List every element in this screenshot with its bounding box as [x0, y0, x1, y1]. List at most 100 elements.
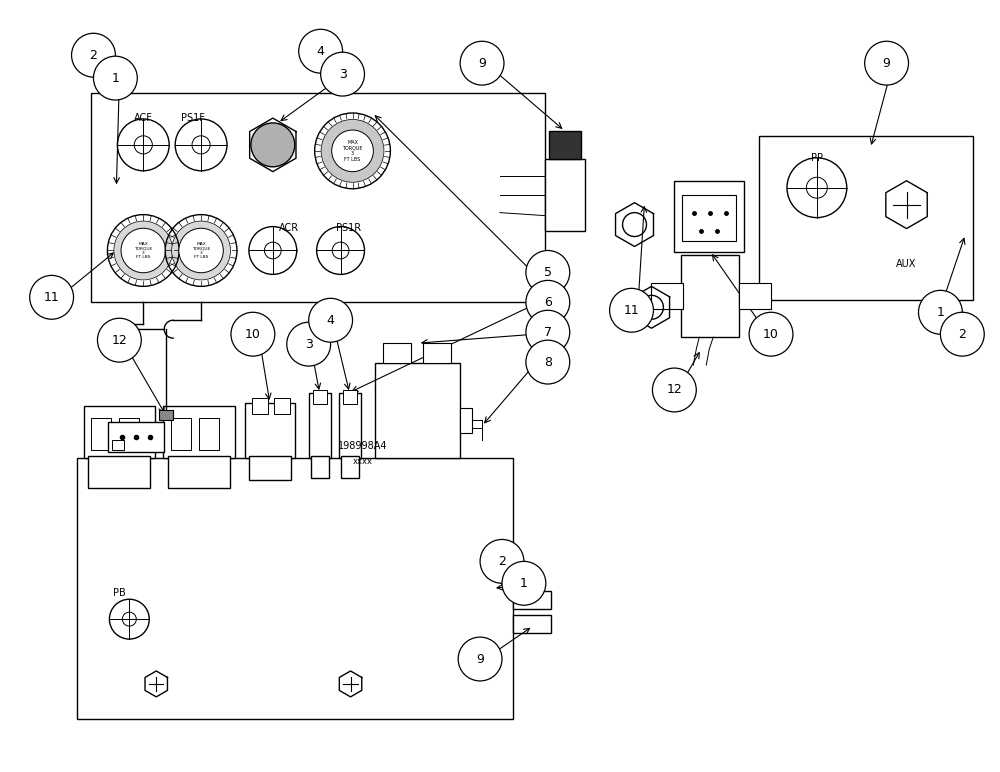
Text: 3: 3: [305, 337, 313, 350]
Text: 1: 1: [936, 306, 944, 319]
Circle shape: [121, 229, 166, 273]
Circle shape: [287, 322, 331, 366]
Text: 2: 2: [958, 327, 966, 340]
Text: 8: 8: [544, 356, 552, 368]
Bar: [549, 131, 581, 159]
Text: 12: 12: [111, 334, 127, 347]
Text: 11: 11: [624, 303, 639, 317]
Text: PS1F: PS1F: [181, 113, 205, 123]
Circle shape: [309, 298, 353, 342]
Bar: [682, 195, 736, 241]
Circle shape: [299, 29, 343, 73]
Circle shape: [610, 289, 653, 332]
Circle shape: [460, 41, 504, 85]
Circle shape: [940, 312, 984, 356]
Text: 1: 1: [520, 577, 528, 590]
Text: 2: 2: [90, 49, 97, 62]
Circle shape: [526, 250, 570, 294]
Circle shape: [93, 56, 137, 100]
Bar: [88, 455, 150, 488]
Circle shape: [30, 276, 74, 320]
Circle shape: [749, 312, 793, 356]
Text: 9: 9: [478, 56, 486, 69]
Text: 12: 12: [666, 384, 682, 397]
Text: xxxx: xxxx: [352, 457, 372, 466]
Circle shape: [321, 52, 364, 96]
Circle shape: [652, 368, 696, 412]
Bar: [249, 455, 291, 479]
Bar: [423, 344, 451, 363]
Text: ACR: ACR: [279, 222, 299, 232]
Circle shape: [179, 229, 223, 273]
Bar: [77, 458, 513, 719]
Bar: [252, 398, 268, 414]
Text: 3: 3: [339, 68, 347, 80]
Text: 6: 6: [544, 296, 552, 309]
Text: AUX: AUX: [896, 259, 917, 269]
Text: 1: 1: [111, 72, 119, 85]
Text: PS1R: PS1R: [336, 222, 361, 232]
Text: 4: 4: [317, 45, 325, 58]
Text: PP: PP: [811, 153, 823, 163]
Text: MAX
TORQUE
3
FT LBS: MAX TORQUE 3 FT LBS: [192, 242, 210, 259]
Circle shape: [97, 318, 141, 362]
Text: 9: 9: [883, 56, 891, 69]
Text: 5: 5: [544, 266, 552, 279]
Bar: [245, 403, 295, 458]
Bar: [651, 283, 683, 310]
Bar: [513, 591, 551, 609]
Text: 198998A4: 198998A4: [338, 441, 387, 451]
Bar: [309, 393, 331, 458]
Bar: [171, 418, 191, 450]
Circle shape: [526, 340, 570, 384]
Circle shape: [458, 637, 502, 681]
Circle shape: [865, 41, 909, 85]
Bar: [199, 418, 219, 450]
Bar: [163, 406, 235, 458]
Circle shape: [72, 33, 115, 77]
Circle shape: [231, 312, 275, 356]
Bar: [108, 422, 164, 452]
Bar: [383, 344, 411, 363]
Text: PB: PB: [113, 588, 126, 598]
Circle shape: [114, 221, 173, 280]
Bar: [84, 406, 155, 458]
Circle shape: [332, 130, 373, 171]
Bar: [545, 159, 585, 231]
Bar: [759, 136, 973, 300]
Bar: [339, 393, 361, 458]
Text: 11: 11: [44, 291, 59, 304]
Circle shape: [526, 310, 570, 354]
Bar: [313, 390, 327, 404]
Bar: [274, 398, 290, 414]
Text: 4: 4: [327, 313, 335, 327]
Circle shape: [321, 120, 384, 182]
Text: 10: 10: [763, 327, 779, 340]
Text: MAX
TORQUE
3
FT LBS: MAX TORQUE 3 FT LBS: [342, 140, 363, 162]
Circle shape: [526, 280, 570, 324]
Bar: [513, 615, 551, 633]
Circle shape: [251, 123, 295, 167]
Text: 10: 10: [245, 327, 261, 340]
Text: 7: 7: [544, 326, 552, 339]
Circle shape: [172, 221, 230, 280]
Bar: [343, 390, 357, 404]
Circle shape: [480, 540, 524, 584]
Bar: [739, 283, 771, 310]
Bar: [681, 256, 739, 337]
Text: MAX
TORQUE
3
FT LBS: MAX TORQUE 3 FT LBS: [134, 242, 152, 259]
Circle shape: [502, 561, 546, 605]
Bar: [375, 363, 460, 458]
Bar: [460, 408, 472, 433]
Bar: [311, 455, 329, 478]
Bar: [341, 455, 359, 478]
Bar: [168, 455, 230, 488]
Circle shape: [918, 290, 962, 334]
Text: ACF: ACF: [134, 113, 153, 123]
Bar: [119, 418, 139, 450]
Bar: [112, 440, 124, 450]
Bar: [159, 410, 173, 420]
Bar: [91, 418, 111, 450]
Bar: [674, 181, 744, 252]
Text: 9: 9: [476, 652, 484, 665]
